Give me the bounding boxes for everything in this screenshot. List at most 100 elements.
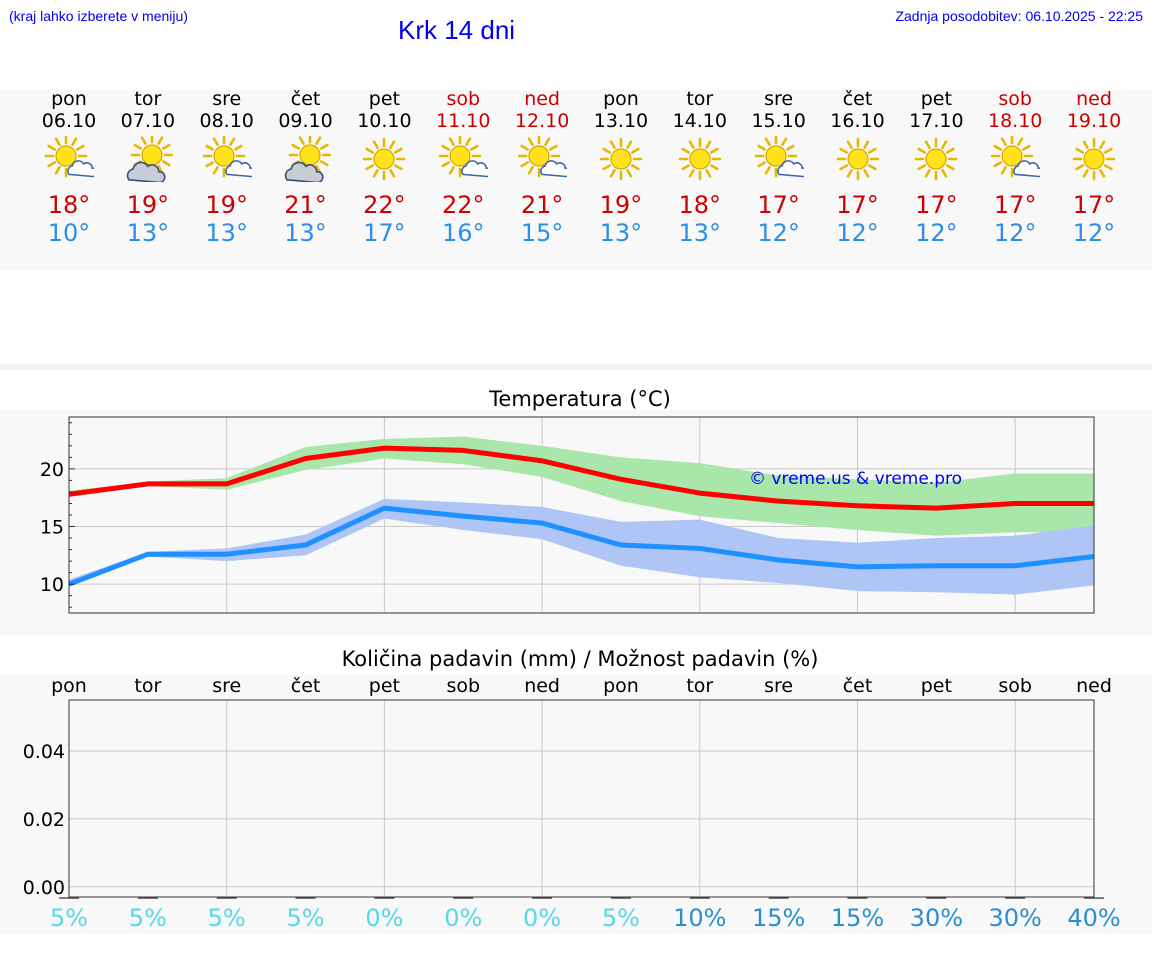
day-name: sre bbox=[764, 88, 794, 110]
min-temperature: 12° bbox=[836, 219, 879, 247]
precipitation-chance: 0% bbox=[523, 904, 562, 932]
precipitation-chance: 5% bbox=[207, 904, 246, 932]
day-date: 11.10 bbox=[436, 110, 491, 132]
precipitation-chance: 0% bbox=[365, 904, 404, 932]
day-date: 07.10 bbox=[120, 110, 176, 132]
temperature-tick-label: 10 bbox=[40, 574, 64, 596]
temperature-chart: 10 15 20 © vreme.us & vreme.pro bbox=[40, 416, 1095, 614]
precipitation-day-label: ned bbox=[1076, 675, 1112, 697]
max-temperature-line bbox=[68, 445, 1094, 511]
max-temperature: 21° bbox=[284, 191, 327, 219]
forecast-day: pon 13.10 19° 13° bbox=[581, 88, 661, 247]
sun-cloud-icon bbox=[754, 136, 804, 178]
sun-cloud-icon bbox=[990, 136, 1041, 178]
day-name: ned bbox=[524, 88, 560, 110]
precipitation-day-label: pet bbox=[368, 675, 400, 697]
precipitation-bar bbox=[453, 897, 474, 899]
day-name: sob bbox=[998, 88, 1032, 110]
temperature-chart-title: Temperatura (°C) bbox=[489, 387, 671, 411]
min-temperature: 12° bbox=[993, 219, 1037, 247]
sun-cloud-icon bbox=[44, 136, 94, 178]
precipitation-day-label: pon bbox=[603, 675, 639, 697]
precipitation-bar bbox=[1084, 897, 1104, 899]
day-name: ned bbox=[1076, 88, 1112, 110]
precipitation-day-label: sob bbox=[446, 675, 481, 697]
region-hint[interactable]: (kraj lahko izberete v meniju) bbox=[9, 8, 188, 24]
max-temperature: 22° bbox=[363, 191, 406, 219]
day-date: 08.10 bbox=[199, 110, 254, 132]
forecast-day: tor 14.10 18° 13° bbox=[660, 88, 740, 247]
min-temperature: 13° bbox=[205, 219, 248, 247]
precipitation-bar bbox=[216, 897, 237, 899]
day-name: čet bbox=[842, 88, 873, 110]
cloud-sun-icon bbox=[284, 136, 331, 182]
precipitation-bar bbox=[689, 897, 710, 899]
forecast-days: pon 06.10 18° 10° tor 07.10 19° 13° sre 08.10 19° 1… bbox=[0, 88, 1152, 258]
day-date: 18.10 bbox=[987, 110, 1043, 132]
sun-icon bbox=[1072, 137, 1116, 181]
precipitation-chance: 30% bbox=[988, 904, 1042, 932]
precipitation-chart-title: Količina padavin (mm) / Možnost padavin … bbox=[341, 647, 819, 671]
max-temperature: 19° bbox=[599, 191, 643, 219]
max-temperature: 19° bbox=[205, 191, 248, 219]
forecast-day: čet 16.10 17° 12° bbox=[818, 88, 898, 247]
sun-icon bbox=[678, 137, 722, 181]
precipitation-bar bbox=[926, 897, 947, 899]
min-temperature: 12° bbox=[915, 219, 958, 247]
precipitation-bar bbox=[1005, 897, 1026, 899]
day-name: tor bbox=[686, 88, 714, 110]
min-temperature: 13° bbox=[599, 219, 643, 247]
max-temperature: 17° bbox=[993, 191, 1037, 219]
precipitation-chance: 40% bbox=[1067, 904, 1121, 932]
precipitation-chance: 30% bbox=[909, 904, 964, 932]
day-name: pon bbox=[603, 88, 639, 110]
min-temperature-line bbox=[68, 505, 1095, 587]
precipitation-bar bbox=[610, 897, 631, 899]
forecast-day: sre 08.10 19° 13° bbox=[187, 88, 267, 247]
max-temperature: 17° bbox=[757, 191, 800, 219]
sun-cloud-icon bbox=[202, 136, 252, 178]
max-temperature: 22° bbox=[441, 191, 485, 219]
precipitation-chart: 0.00 0.02 0.04 bbox=[23, 699, 1104, 899]
forecast-day: sob 18.10 17° 12° bbox=[975, 88, 1055, 247]
precipitation-chance: 0% bbox=[444, 904, 483, 932]
day-name: sre bbox=[212, 88, 242, 110]
forecast-day: ned 19.10 17° 12° bbox=[1054, 88, 1134, 247]
temperature-tick-label: 20 bbox=[40, 459, 64, 481]
min-temperature: 12° bbox=[757, 219, 800, 247]
sun-cloud-icon bbox=[438, 136, 489, 178]
precipitation-tick-label: 0.00 bbox=[23, 877, 65, 899]
last-updated: Zadnja posodobitev: 06.10.2025 - 22:25 bbox=[895, 8, 1143, 24]
precipitation-chance: 5% bbox=[601, 904, 640, 932]
forecast-day: ned 12.10 21° 15° bbox=[502, 88, 582, 247]
min-temperature: 10° bbox=[47, 219, 91, 247]
precipitation-bar bbox=[59, 897, 79, 899]
sun-cloud-icon bbox=[517, 136, 568, 178]
precipitation-day-label: sre bbox=[212, 675, 242, 697]
precipitation-day-label: sob bbox=[998, 675, 1032, 697]
precipitation-day-label: ned bbox=[524, 675, 560, 697]
precipitation-chance: 15% bbox=[751, 904, 806, 932]
precipitation-day-label: tor bbox=[686, 675, 714, 697]
forecast-day: tor 07.10 19° 13° bbox=[108, 88, 188, 247]
day-date: 14.10 bbox=[672, 110, 727, 132]
forecast-day: sre 15.10 17° 12° bbox=[739, 88, 819, 247]
day-name: tor bbox=[134, 88, 162, 110]
sun-icon bbox=[363, 137, 406, 181]
precipitation-chance: 15% bbox=[830, 904, 885, 932]
cloud-sun-icon bbox=[126, 136, 173, 182]
day-date: 16.10 bbox=[830, 110, 885, 132]
day-date: 19.10 bbox=[1066, 110, 1122, 132]
min-temperature: 15° bbox=[520, 219, 564, 247]
precipitation-bar bbox=[768, 897, 789, 899]
min-temperature-band bbox=[69, 498, 1094, 595]
precipitation-tick-label: 0.02 bbox=[23, 809, 65, 831]
forecast-day: sob 11.10 22° 16° bbox=[423, 88, 503, 247]
precipitation-chance: 10% bbox=[673, 904, 727, 932]
precipitation-tick-label: 0.04 bbox=[23, 741, 65, 763]
day-date: 17.10 bbox=[909, 110, 964, 132]
precipitation-bar bbox=[374, 897, 395, 899]
max-temperature: 19° bbox=[126, 191, 170, 219]
precipitation-day-label: tor bbox=[134, 675, 162, 697]
precipitation-bar bbox=[847, 897, 868, 899]
